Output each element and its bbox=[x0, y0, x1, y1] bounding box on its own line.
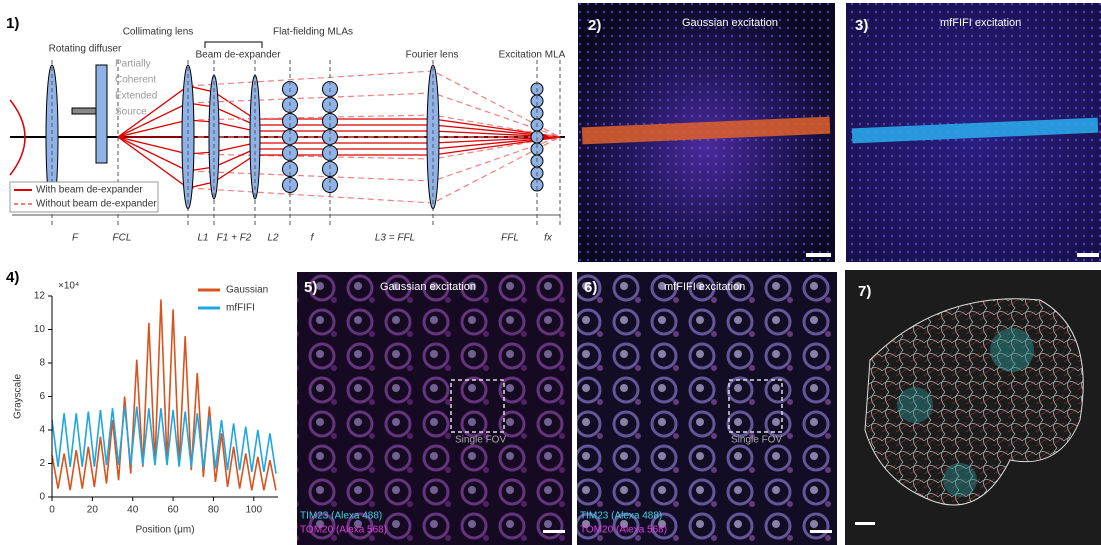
panel-label: 3) bbox=[855, 17, 868, 34]
distance-label: f bbox=[311, 233, 315, 244]
image-texture bbox=[297, 272, 572, 545]
panel-title: mfFIFI excitation bbox=[940, 17, 1021, 29]
panel-4: 4) 0 2 4 6 8 10 12 0 20 40 60 80 100 ×10⁴ Position (μm… bbox=[6, 269, 278, 536]
panel-6: 6) mfFIFI excitation Single FOV TIM23 (A… bbox=[577, 272, 837, 545]
panel-7: 7) bbox=[845, 270, 1101, 545]
scale-bar bbox=[855, 522, 875, 525]
panel-title: mfFIFI excitation bbox=[664, 281, 745, 293]
panel-label: 6) bbox=[584, 279, 597, 296]
x-tick-label: 100 bbox=[245, 505, 262, 516]
y-tick-label: 8 bbox=[39, 358, 45, 369]
y-tick-label: 0 bbox=[39, 492, 45, 503]
image-texture bbox=[577, 272, 837, 545]
scale-bar bbox=[806, 253, 831, 257]
x-axis-label: Position (μm) bbox=[135, 525, 194, 536]
stain-label: TOM20 (Alexa 568) bbox=[580, 525, 667, 536]
y-tick-label: 12 bbox=[34, 291, 46, 302]
diffuser-plate bbox=[96, 65, 107, 163]
nucleus bbox=[990, 328, 1034, 372]
source-note: Coherent bbox=[115, 75, 156, 86]
panel-title: Gaussian excitation bbox=[682, 17, 778, 29]
distance-label: F bbox=[72, 233, 79, 244]
y-tick-label: 6 bbox=[39, 391, 45, 402]
panel-2: 2) Gaussian excitation bbox=[578, 3, 835, 262]
roi-label: Single FOV bbox=[455, 435, 506, 446]
component-label: Fourier lens bbox=[406, 50, 459, 61]
source-note: Extended bbox=[115, 91, 157, 102]
nucleus bbox=[897, 387, 933, 423]
distance-label: F1 + F2 bbox=[217, 233, 252, 244]
figure: 1) Rotating diffuser Collimating lens Be… bbox=[0, 0, 1101, 545]
y-tick-label: 10 bbox=[34, 324, 46, 335]
x-tick-label: 40 bbox=[127, 505, 139, 516]
y-axis-label: Grayscale bbox=[13, 374, 24, 419]
ray-dashed bbox=[188, 137, 560, 203]
panel-3: 3) mfFIFI excitation bbox=[846, 3, 1101, 262]
panel-label: 5) bbox=[304, 279, 317, 296]
panel-1: 1) Rotating diffuser Collimating lens Be… bbox=[6, 15, 566, 244]
bracket bbox=[205, 42, 262, 48]
motor bbox=[72, 108, 96, 114]
panel-label: 2) bbox=[588, 17, 601, 34]
component-label: Flat-fielding MLAs bbox=[273, 27, 353, 38]
panel-label: 1) bbox=[6, 15, 19, 32]
ray-dashed bbox=[188, 71, 560, 137]
legend-label: With beam de-expander bbox=[36, 185, 143, 196]
source-note: Partially bbox=[115, 59, 151, 70]
stain-label: TOM20 (Alexa 568) bbox=[300, 525, 387, 536]
component-label: Collimating lens bbox=[123, 27, 194, 38]
x-tick-label: 60 bbox=[168, 505, 180, 516]
distance-label: FFL bbox=[501, 233, 519, 244]
panel-title: Gaussian excitation bbox=[380, 281, 476, 293]
stain-label: TIM23 (Alexa 488) bbox=[580, 511, 662, 522]
legend-label: Gaussian bbox=[226, 285, 268, 296]
component-label: Beam de-expander bbox=[195, 50, 281, 61]
component-label: Excitation MLA bbox=[499, 50, 566, 61]
scale-bar bbox=[1077, 253, 1099, 257]
series-line bbox=[52, 299, 276, 490]
legend-label: mfFIFI bbox=[226, 303, 255, 314]
y-tick-label: 4 bbox=[39, 425, 45, 436]
x-tick-label: 80 bbox=[208, 505, 220, 516]
y-tick-label: 2 bbox=[39, 458, 45, 469]
panel-5: 5) Gaussian excitation Single FOV TIM23 … bbox=[297, 272, 572, 545]
scale-bar bbox=[810, 530, 832, 533]
distance-label: fx bbox=[544, 233, 553, 244]
nucleus bbox=[943, 463, 977, 497]
scale-bar bbox=[543, 530, 565, 533]
distance-label: L2 bbox=[267, 233, 279, 244]
y-multiplier: ×10⁴ bbox=[58, 281, 79, 292]
distance-label: L3 = FFL bbox=[375, 233, 415, 244]
stain-label: TIM23 (Alexa 488) bbox=[300, 511, 382, 522]
x-tick-label: 20 bbox=[87, 505, 99, 516]
panel-label: 7) bbox=[858, 283, 871, 300]
legend-label: Without beam de-expander bbox=[36, 199, 157, 210]
distance-label: L1 bbox=[197, 233, 208, 244]
source-note: Source bbox=[115, 107, 147, 118]
component-label: Rotating diffuser bbox=[49, 44, 122, 55]
x-tick-label: 0 bbox=[49, 505, 55, 516]
distance-label: FCL bbox=[113, 233, 132, 244]
panel-label: 4) bbox=[6, 269, 19, 286]
roi-label: Single FOV bbox=[731, 435, 782, 446]
